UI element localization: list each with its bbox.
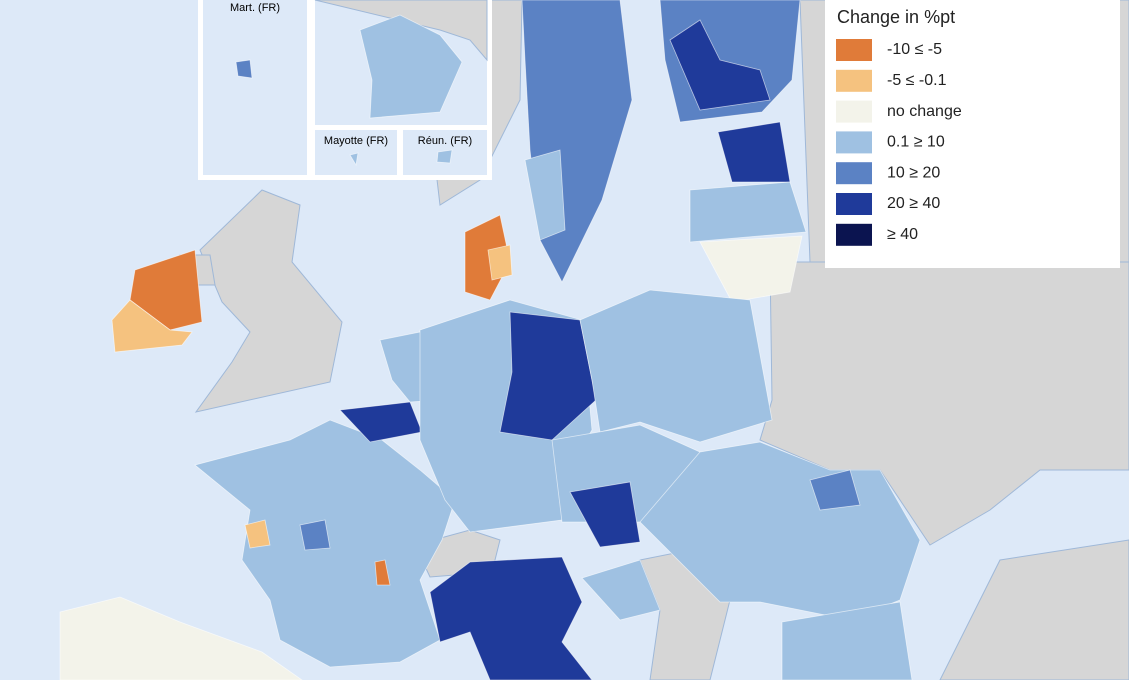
region — [809, 469, 861, 511]
region — [299, 519, 331, 551]
region — [429, 556, 593, 680]
region — [699, 235, 803, 303]
region — [129, 249, 203, 331]
legend-swatch — [836, 223, 872, 246]
inset-label: Mayotte (FR) — [324, 135, 388, 147]
region — [464, 214, 511, 301]
legend-box — [825, 0, 1120, 268]
inset-label: Mart. (FR) — [230, 2, 280, 14]
region — [235, 59, 253, 79]
legend-swatch — [836, 131, 872, 154]
region — [244, 519, 271, 549]
legend: Change in %pt -10 ≤ -5 -5 ≤ -0.1 no change… — [825, 0, 1120, 268]
legend-label: no change — [887, 103, 962, 120]
legend-swatch — [836, 193, 872, 215]
legend-swatch — [836, 100, 872, 123]
legend-swatch — [836, 39, 872, 61]
region — [349, 152, 359, 167]
legend-swatch — [836, 69, 872, 92]
inset-panel — [203, 0, 307, 175]
region — [524, 149, 566, 241]
legend-label: 10 ≥ 20 — [887, 164, 940, 181]
inset-label: Réun. (FR) — [418, 135, 472, 147]
legend-label: -5 ≤ -0.1 — [887, 72, 947, 89]
region — [781, 601, 913, 680]
region — [374, 559, 391, 586]
region — [487, 244, 513, 281]
inset-panel — [315, 130, 397, 175]
legend-label: ≥ 40 — [887, 226, 918, 243]
region — [111, 299, 193, 353]
region — [359, 14, 463, 119]
non-eu-land — [759, 261, 1129, 546]
region — [59, 596, 303, 680]
legend-title: Change in %pt — [837, 7, 955, 27]
region — [569, 481, 641, 548]
region — [581, 559, 661, 621]
legend-label: -10 ≤ -5 — [887, 41, 942, 58]
legend-swatch — [836, 162, 872, 185]
region — [669, 19, 771, 111]
legend-label: 20 ≥ 40 — [887, 195, 940, 212]
non-eu-land — [939, 539, 1129, 680]
region — [436, 149, 453, 164]
non-eu-land — [194, 189, 343, 413]
region — [579, 289, 773, 443]
region — [689, 181, 807, 243]
legend-label: 0.1 ≥ 10 — [887, 134, 945, 151]
